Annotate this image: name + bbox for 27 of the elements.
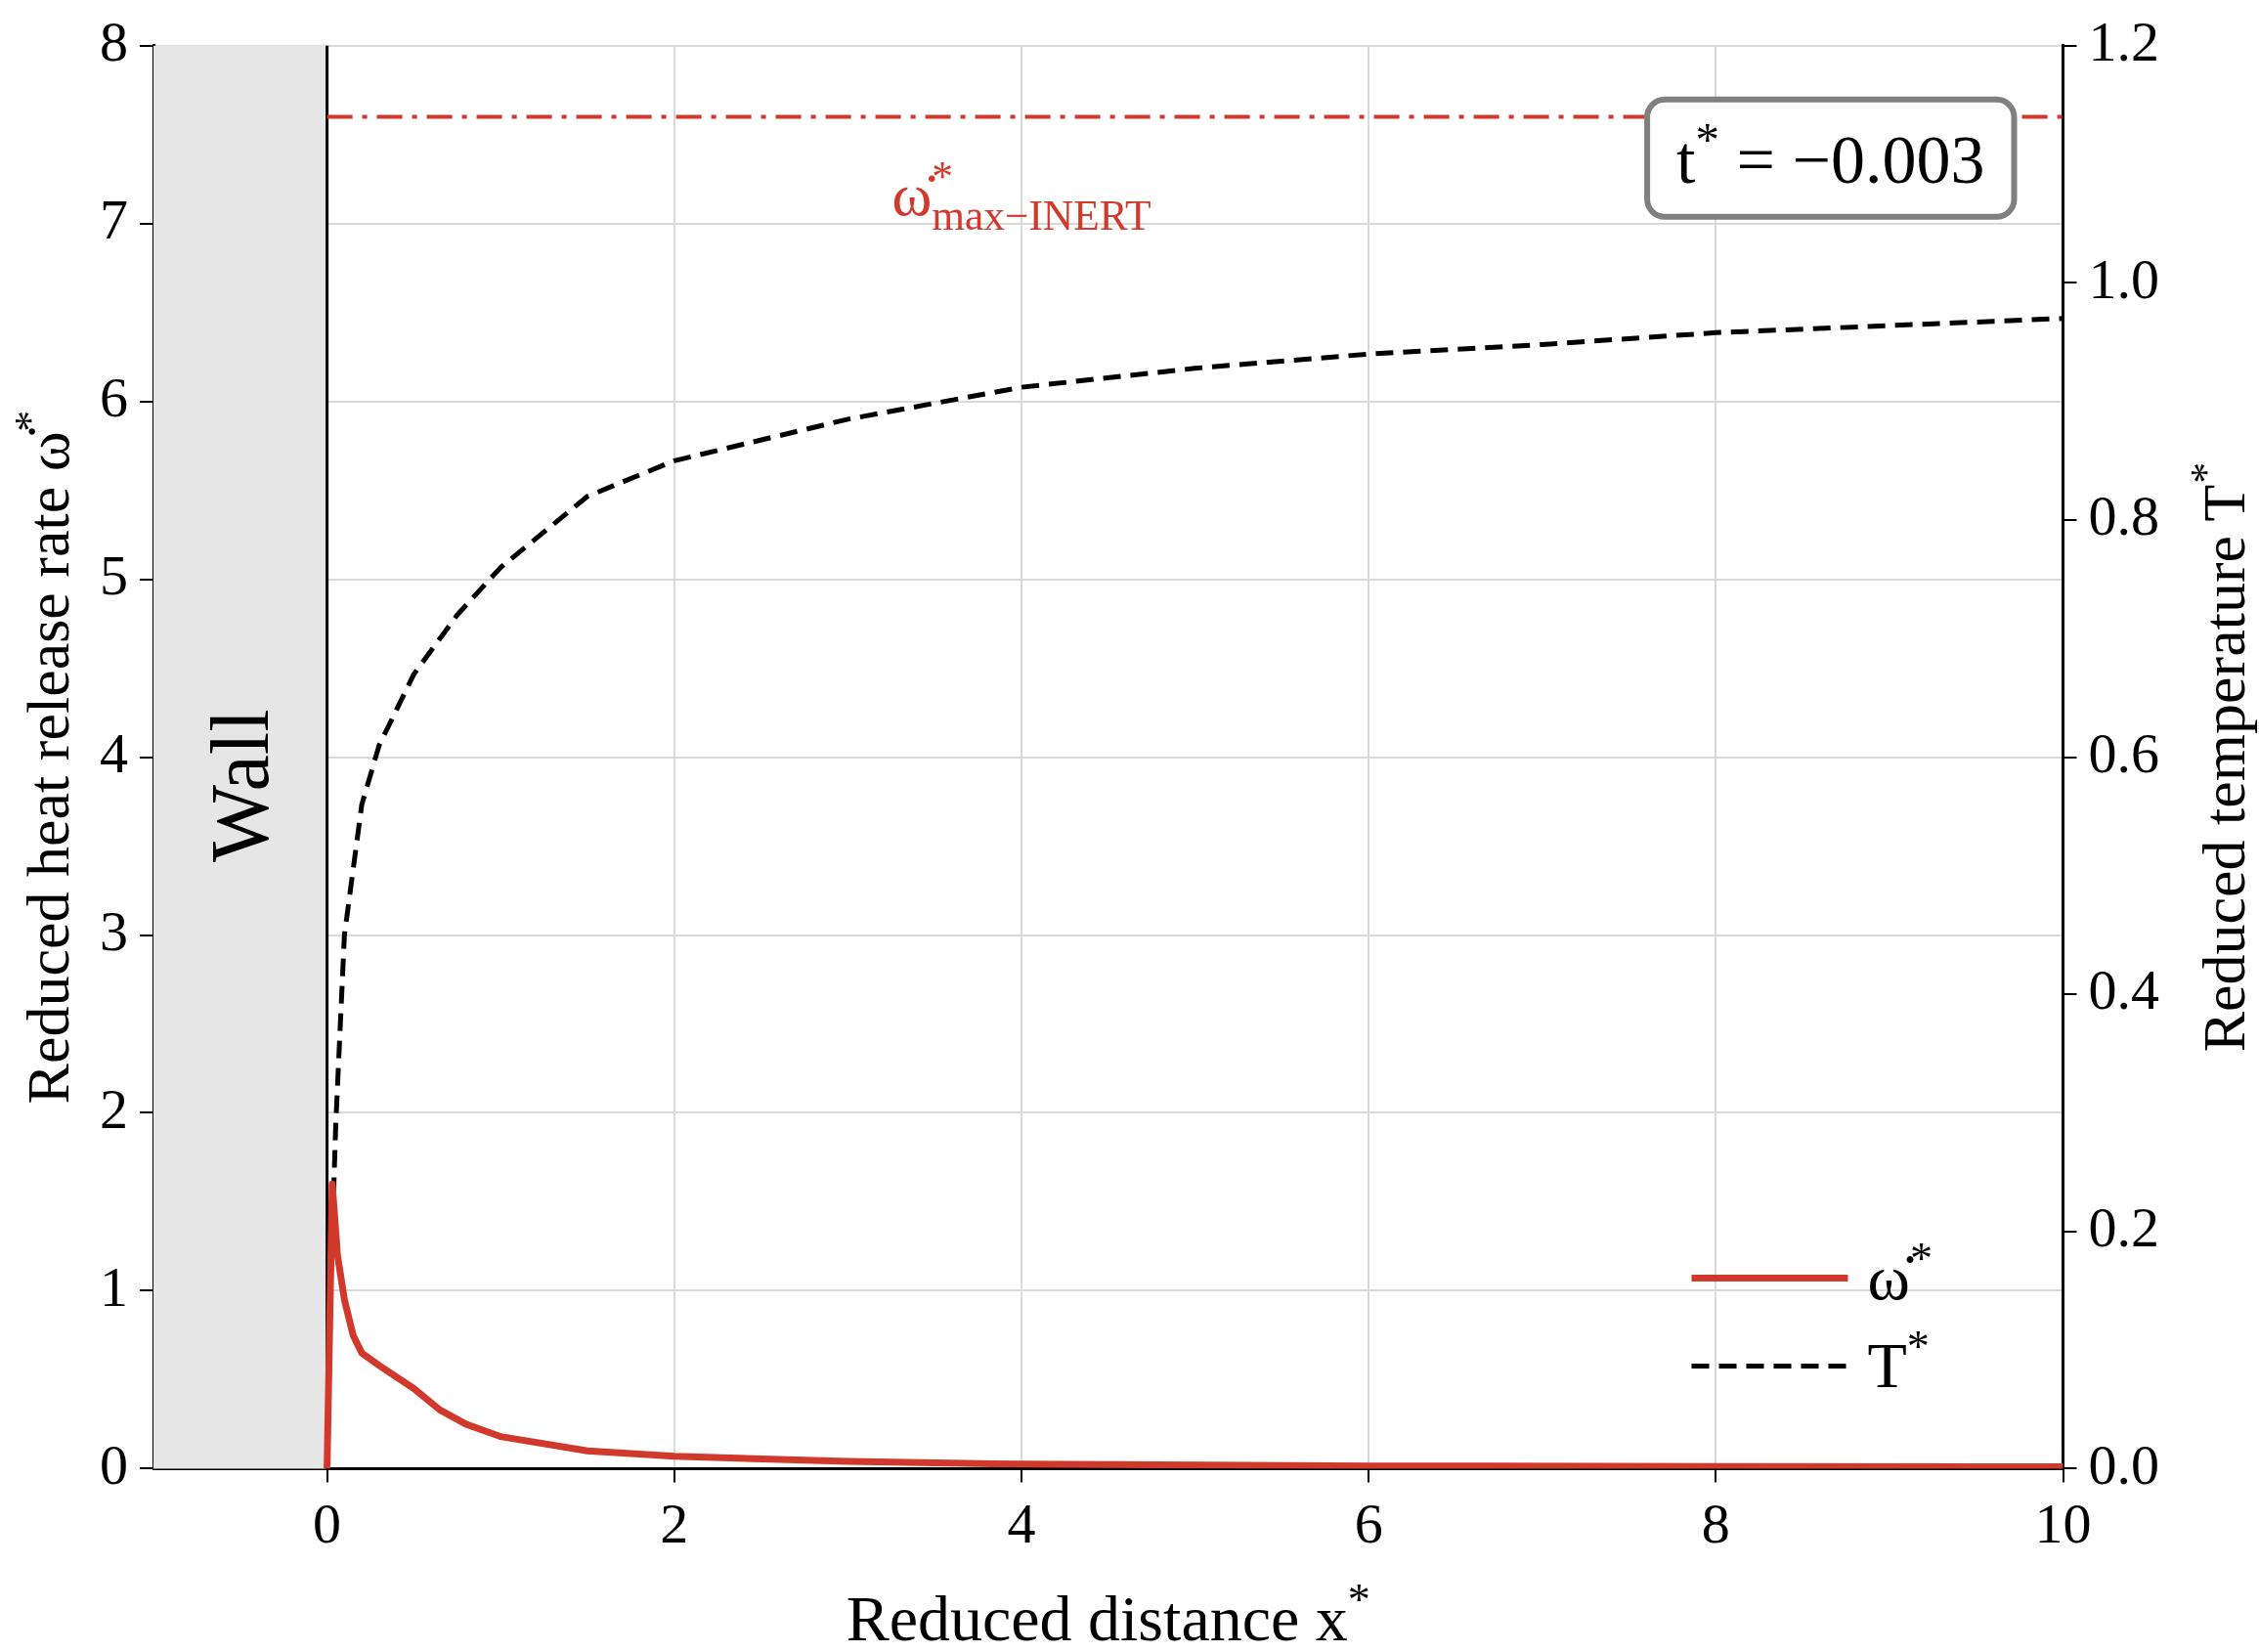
legend-label: T*: [1867, 1322, 1930, 1402]
y2-tick-label: 1.2: [2088, 10, 2159, 74]
band-label: Wall: [194, 709, 285, 862]
annotation: t* = −0.003: [1676, 111, 1985, 197]
x-tick-label: 8: [1701, 1492, 1730, 1556]
y-tick-label: 8: [100, 10, 128, 74]
y-tick-label: 6: [100, 365, 128, 429]
x-tick-label: 6: [1354, 1492, 1383, 1556]
y2-tick-label: 0.8: [2088, 484, 2159, 548]
x-axis-title: Reduced distance x*: [846, 1574, 1370, 1652]
y2-tick-label: 0.2: [2088, 1196, 2159, 1260]
y-tick-label: 3: [100, 898, 128, 963]
y2-tick-label: 0.4: [2088, 958, 2159, 1022]
y2-tick-label: 0.6: [2088, 720, 2159, 785]
y2-tick-label: 1.0: [2088, 246, 2159, 311]
y-tick-label: 7: [100, 187, 128, 251]
y2-axis-title: Reduced temperature T*: [2182, 461, 2257, 1053]
legend-label: ω̇*: [1867, 1234, 1933, 1314]
x-tick-label: 0: [313, 1492, 342, 1556]
y-tick-label: 2: [100, 1076, 128, 1141]
y-axis-title: Reduced heat release rate ω̇*: [6, 410, 81, 1105]
x-tick-label: 2: [660, 1492, 689, 1556]
y-tick-label: 4: [100, 720, 128, 785]
y-tick-label: 5: [100, 543, 128, 607]
y-tick-label: 0: [100, 1432, 128, 1497]
y-tick-label: 1: [100, 1254, 128, 1319]
x-tick-label: 4: [1007, 1492, 1036, 1556]
